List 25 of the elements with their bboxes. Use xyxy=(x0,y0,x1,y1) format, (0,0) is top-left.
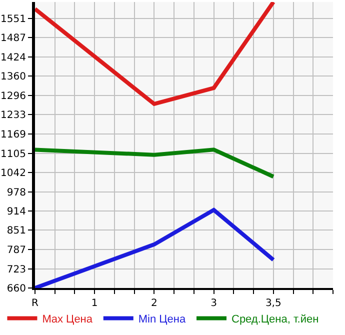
legend-label: Min Цена xyxy=(138,314,186,326)
y-tick-label: 660 xyxy=(6,284,26,294)
x-tick-label: R xyxy=(32,298,39,309)
y-tick-label: 723 xyxy=(6,264,26,276)
y-tick-label: 1233 xyxy=(0,110,26,122)
x-tick-label: 3 xyxy=(210,298,217,309)
y-tick-label: 787 xyxy=(6,245,26,256)
y-tick-label: 1487 xyxy=(0,33,26,44)
legend-label: Max Цена xyxy=(42,314,94,326)
legend-label: Сред.Цена, т.йен xyxy=(231,314,319,326)
line-series xyxy=(35,2,276,106)
y-tick-label: 978 xyxy=(6,187,26,198)
x-tick-label: 1 xyxy=(91,298,98,309)
line-series xyxy=(35,208,276,288)
y-tick-label: 1105 xyxy=(0,148,26,160)
x-tick-label: 2 xyxy=(151,298,158,309)
y-tick-label: 1296 xyxy=(0,91,26,102)
y-tick-label: 914 xyxy=(6,206,26,218)
y-tick-label: 1360 xyxy=(0,72,26,83)
y-tick-label: 1169 xyxy=(0,129,26,140)
y-tick-label: 851 xyxy=(6,226,26,237)
x-tick-label: 3,5 xyxy=(265,298,282,309)
y-tick-label: 1042 xyxy=(0,168,26,179)
y-tick-label: 1551 xyxy=(0,14,26,25)
y-tick-label: 1424 xyxy=(0,52,26,64)
